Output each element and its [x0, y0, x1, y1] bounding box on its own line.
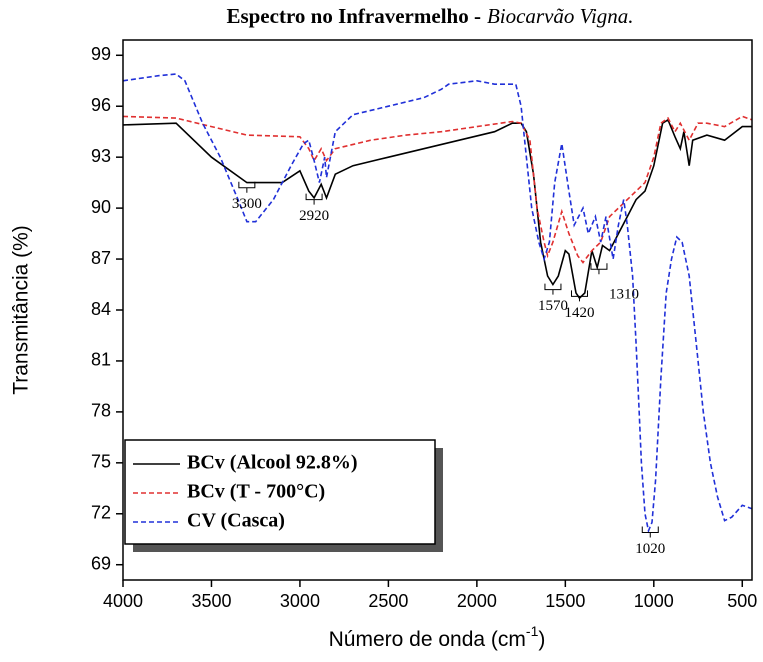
series-line	[122, 115, 753, 264]
chart-title: Espectro no Infravermelho - Biocarvão Vig…	[226, 4, 633, 28]
peak-bracket	[544, 283, 562, 295]
x-tick-label: 500	[727, 591, 757, 611]
y-tick-label: 78	[91, 401, 111, 421]
peak-label: 1310	[609, 287, 639, 303]
legend-box	[124, 439, 436, 545]
peak-label: 1420	[564, 305, 594, 321]
x-label-sup: -1	[526, 623, 539, 639]
y-tick-label: 96	[91, 95, 111, 115]
peak-bracket	[641, 526, 659, 538]
y-tick-label: 99	[91, 44, 111, 64]
y-tick-label: 75	[91, 452, 111, 472]
y-tick-label: 81	[91, 350, 111, 370]
x-tick-label: 3000	[280, 591, 320, 611]
x-tick-label: 1000	[634, 591, 674, 611]
x-tick-label: 2000	[457, 591, 497, 611]
peak-bracket	[570, 290, 588, 302]
plot-frame	[122, 39, 753, 581]
peak-bracket	[305, 193, 323, 205]
x-label-main: Número de onda (cm	[329, 628, 526, 651]
x-tick-label: 2500	[368, 591, 408, 611]
title-italic: Biocarvão Vigna.	[487, 4, 634, 28]
peak-label: 1570	[538, 298, 568, 314]
x-tick-label: 1500	[545, 591, 585, 611]
peak-label: 1020	[635, 541, 665, 557]
legend-label: CV (Casca)	[187, 510, 285, 532]
legend-label: BCv (Alcool 92.8%)	[187, 452, 358, 474]
y-tick-label: 84	[91, 299, 111, 319]
y-tick-label: 93	[91, 146, 111, 166]
series-line	[122, 73, 753, 534]
y-tick-label: 72	[91, 503, 111, 523]
peak-bracket	[238, 181, 256, 193]
x-tick-label: 3500	[191, 591, 231, 611]
legend-label: BCv (T - 700°C)	[187, 481, 325, 503]
peak-bracket	[590, 263, 608, 275]
peak-label: 2920	[299, 208, 329, 224]
y-tick-label: 87	[91, 248, 111, 268]
x-tick-label: 4000	[103, 591, 143, 611]
y-axis-label: Transmitância (%)	[10, 225, 33, 395]
title-main: Espectro no Infravermelho -	[226, 4, 481, 28]
y-tick-label: 69	[91, 553, 111, 573]
series-line	[122, 118, 752, 300]
x-label-end: )	[538, 628, 545, 651]
x-axis-label: Número de onda (cm-1)	[329, 623, 546, 651]
peak-label: 3300	[232, 196, 262, 212]
y-tick-label: 90	[91, 197, 111, 217]
